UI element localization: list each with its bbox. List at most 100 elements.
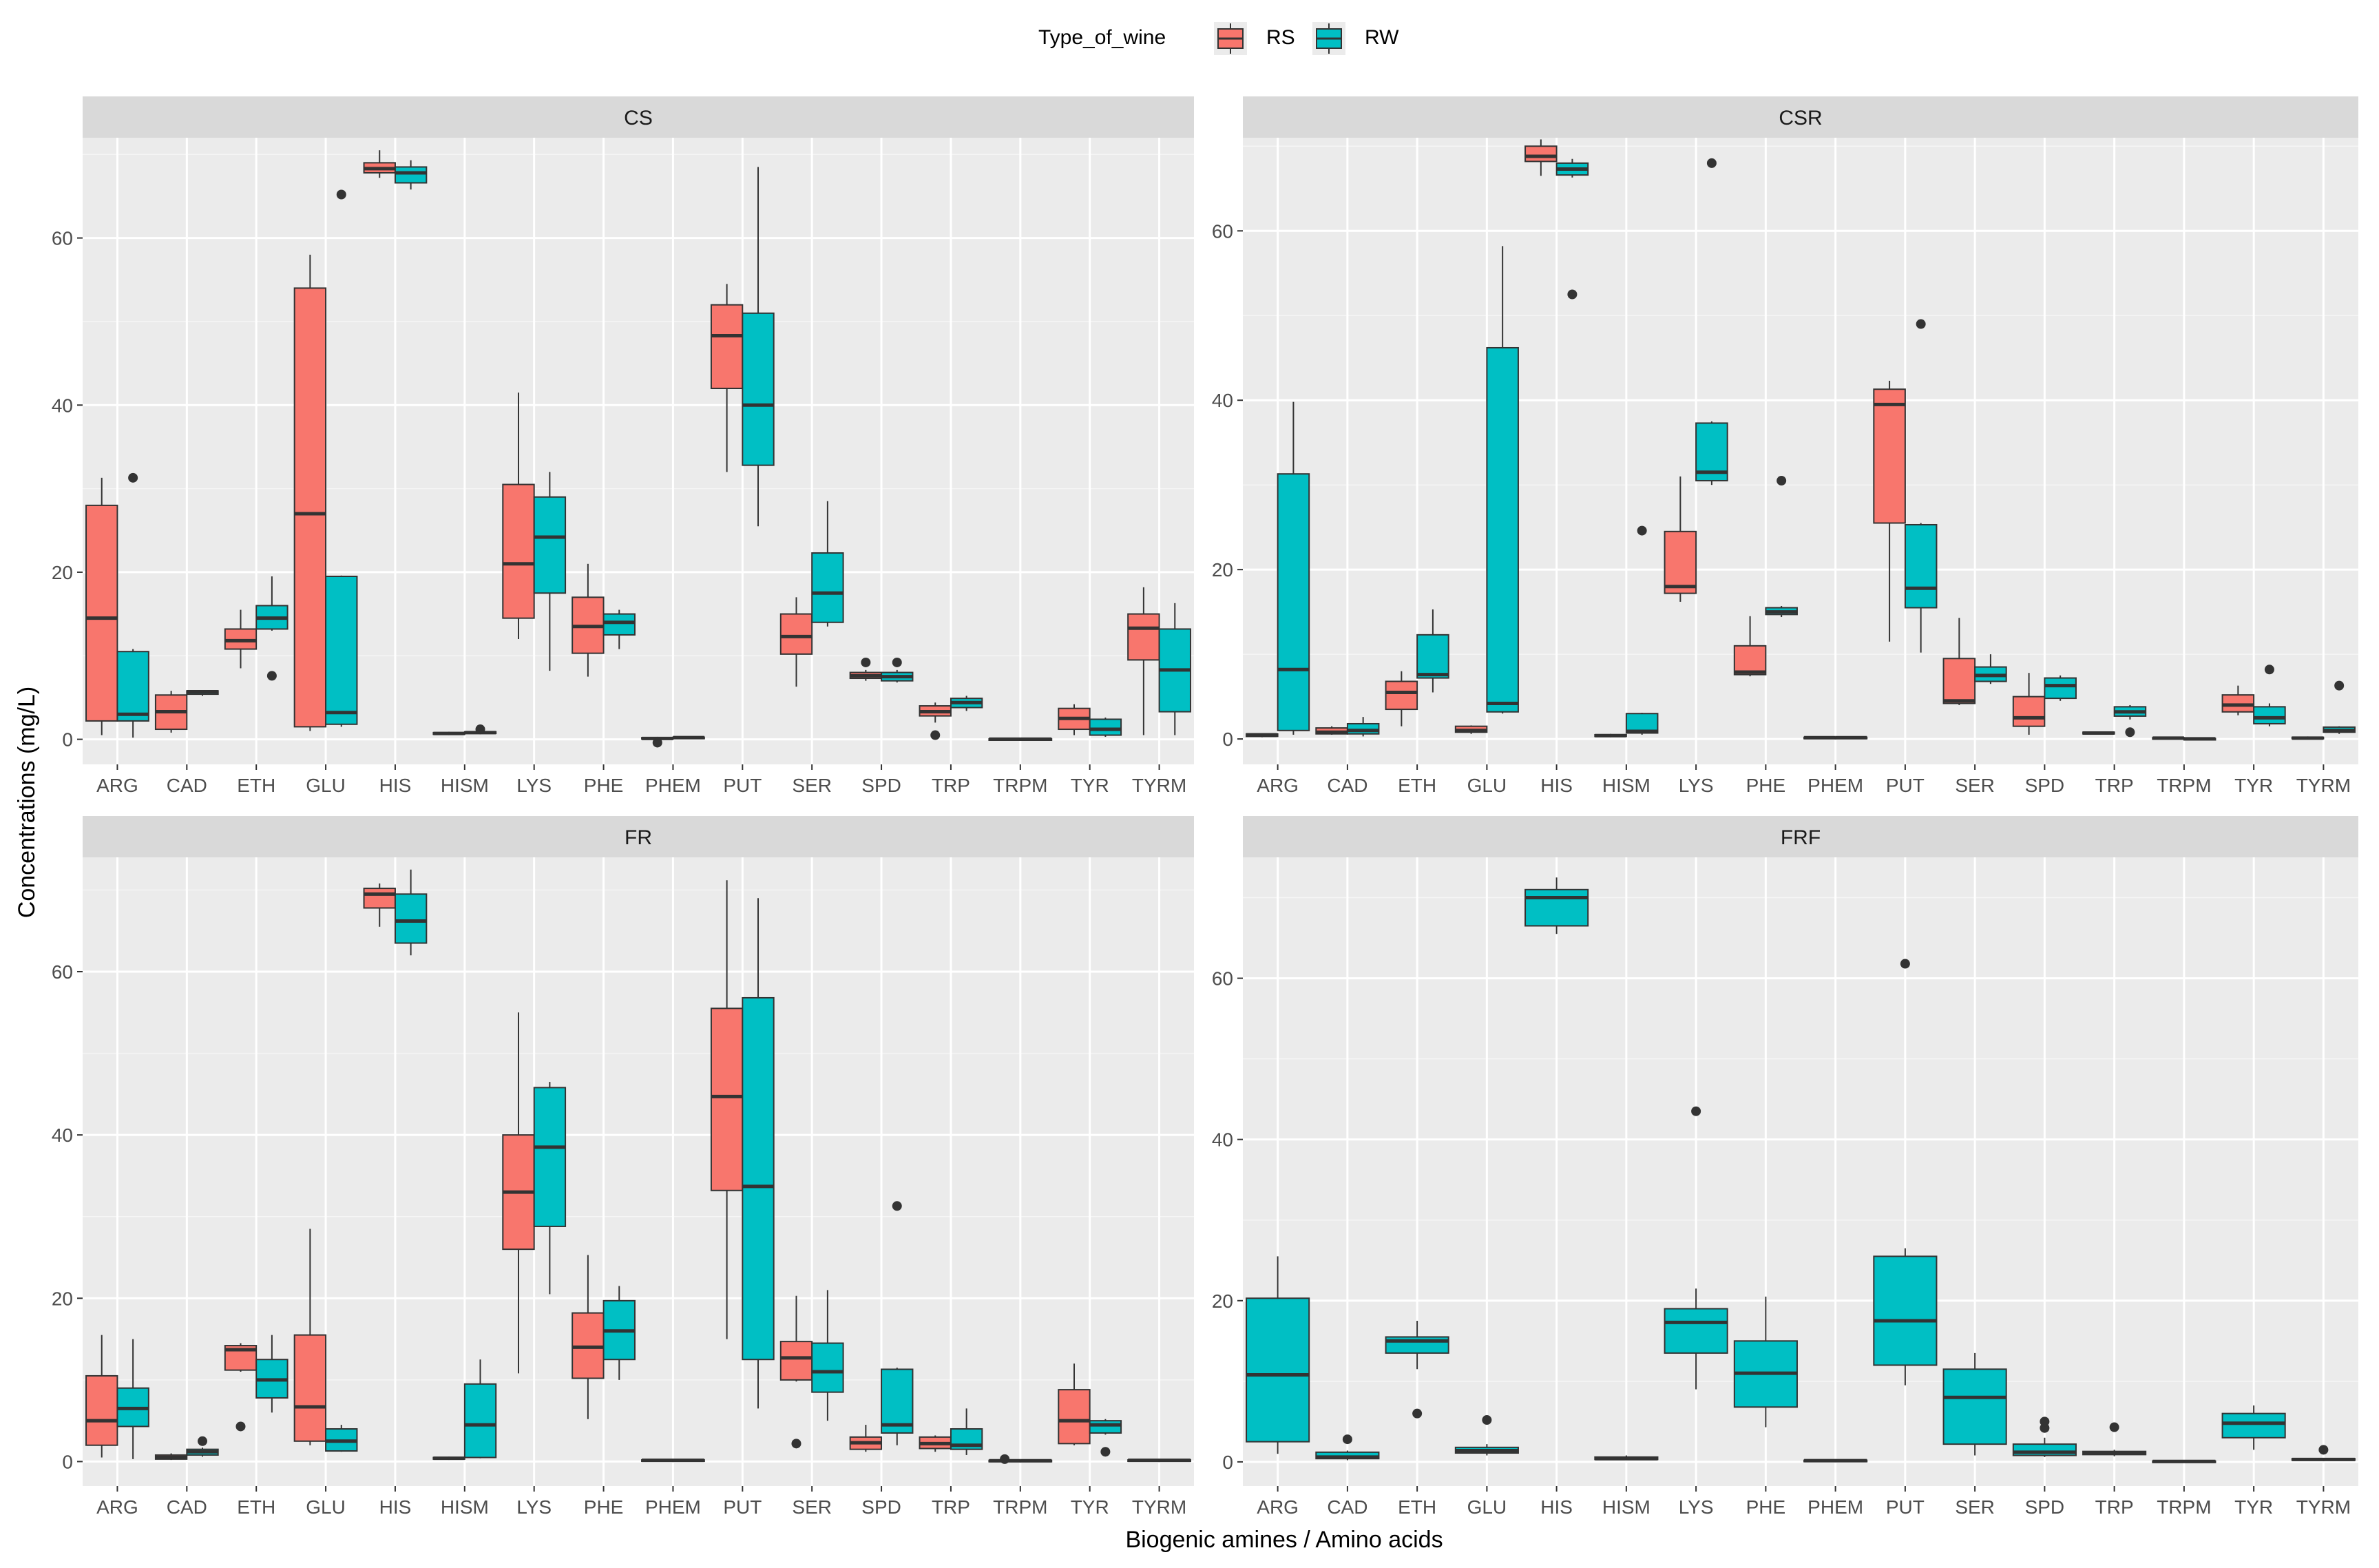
panel-strip-title: FRF xyxy=(1781,826,1821,849)
x-tick-label: TYRM xyxy=(1132,775,1186,796)
box-rs-hism xyxy=(1594,733,1627,738)
box-body xyxy=(1089,1420,1122,1434)
outlier-point xyxy=(1342,1434,1352,1445)
panel-fr: FR 0 20 40 60 ARG CAD ETH GLU HIS HISM LYS PHE PHEM PU… xyxy=(52,816,1194,1518)
x-tick-label: PHE xyxy=(584,1496,624,1518)
box-rs-phem xyxy=(1803,735,1836,740)
series-rw xyxy=(1277,158,2356,741)
box-body xyxy=(1942,1368,2007,1445)
panels: CS 0 20 40 60 ARG CAD ETH GLU HIS HISM LYS PHE PHEM PU… xyxy=(52,96,2358,1518)
box-rw-glu xyxy=(1454,1415,1519,1456)
box-rw-arg xyxy=(1246,1256,1310,1454)
box-rw-phem xyxy=(1834,735,1868,740)
box-rs-trp xyxy=(919,702,952,740)
box-rs-phem xyxy=(641,1459,674,1463)
box-rw-eth xyxy=(255,576,289,681)
box-body xyxy=(1524,888,1589,927)
box-body xyxy=(394,893,428,944)
box-rw-hism xyxy=(463,1359,497,1459)
box-body xyxy=(1058,1389,1091,1445)
box-body xyxy=(1089,718,1122,736)
x-tick-label: LYS xyxy=(1679,1496,1714,1518)
box-rs-phe xyxy=(1733,616,1767,677)
box-rs-ser xyxy=(779,597,813,687)
x-tick-label: ETH xyxy=(1398,1496,1436,1518)
x-tick-label: HISM xyxy=(441,775,489,796)
y-tick-label: 60 xyxy=(1212,220,1233,242)
outlier-point xyxy=(1000,1454,1010,1464)
series-rs xyxy=(85,150,1160,748)
outlier-point xyxy=(930,730,941,740)
x-tick-label: PHE xyxy=(584,775,624,796)
box-rw-hism xyxy=(1625,525,1659,735)
y-tick-label: 0 xyxy=(1222,729,1233,750)
box-body xyxy=(1277,473,1310,731)
x-tick-label: SER xyxy=(792,775,832,796)
outlier-point xyxy=(475,724,485,735)
outlier-point xyxy=(2040,1417,2050,1427)
x-tick-label: TRP xyxy=(2095,1496,2134,1518)
box-body xyxy=(1385,680,1418,711)
box-rw-his xyxy=(1555,158,1589,300)
x-tick-label: TYRM xyxy=(1132,1496,1186,1518)
box-rw-phem xyxy=(672,1459,705,1463)
box-body xyxy=(85,504,118,722)
x-tick-label: TYR xyxy=(1071,775,1109,796)
box-body xyxy=(363,888,396,909)
x-tick-label: SPD xyxy=(2025,775,2065,796)
x-tick-label: ARG xyxy=(96,1496,138,1518)
outlier-point xyxy=(266,671,277,681)
box-rs-spd xyxy=(2012,673,2046,735)
box-rs-glu xyxy=(1454,725,1488,734)
x-tick-label: SER xyxy=(1955,775,1995,796)
outlier-point xyxy=(1482,1415,1492,1425)
x-tick-label: HIS xyxy=(1540,1496,1573,1518)
box-rw-eth xyxy=(255,1335,289,1413)
box-rs-eth xyxy=(224,1343,258,1432)
box-body xyxy=(779,1341,813,1381)
y-tick-label: 60 xyxy=(1212,968,1233,990)
series-rw xyxy=(116,869,1191,1463)
box-rw-glu xyxy=(1486,246,1519,714)
x-tick-label: PHE xyxy=(1746,1496,1786,1518)
x-tick-label: CAD xyxy=(1327,775,1367,796)
x-tick-label: ARG xyxy=(1257,775,1299,796)
x-tick-label: HISM xyxy=(441,1496,489,1518)
box-body xyxy=(1664,1308,1728,1354)
box-rw-cad xyxy=(186,689,219,696)
box-body xyxy=(881,1368,914,1434)
y-tick-label: 20 xyxy=(1212,559,1233,581)
outlier-point xyxy=(892,657,902,667)
box-body xyxy=(2221,1412,2286,1439)
box-rw-put xyxy=(1904,319,1938,653)
x-tick-label: TYR xyxy=(1071,1496,1109,1518)
box-rs-trpm xyxy=(2152,736,2185,740)
box-rs-put xyxy=(1873,380,1906,642)
box-rw-lys xyxy=(1695,158,1728,485)
box-body xyxy=(394,166,428,184)
box-rs-put xyxy=(710,284,744,472)
box-rw-spd xyxy=(881,657,914,683)
box-body xyxy=(1873,1255,1938,1366)
box-body xyxy=(116,651,149,722)
box-rs-tyr xyxy=(1058,1363,1091,1445)
outlier-point xyxy=(892,1201,902,1211)
box-rw-his xyxy=(394,869,428,956)
box-rs-glu xyxy=(293,254,327,731)
box-rw-phem xyxy=(672,735,705,740)
x-tick-label: PUT xyxy=(723,1496,762,1518)
legend-label-rs: RS xyxy=(1266,26,1295,49)
box-rs-ser xyxy=(779,1295,813,1449)
box-rw-put xyxy=(742,167,775,527)
box-rs-tyrm xyxy=(1127,587,1160,735)
series-rw xyxy=(116,160,1191,741)
series-rw xyxy=(1246,877,2356,1463)
x-tick-label: PHEM xyxy=(1807,1496,1863,1518)
outlier-point xyxy=(1916,319,1926,329)
box-body xyxy=(2044,677,2077,700)
box-rw-phe xyxy=(602,609,636,649)
outlier-point xyxy=(861,657,871,667)
outlier-point xyxy=(791,1439,801,1449)
box-body xyxy=(1486,346,1519,713)
box-body xyxy=(85,1374,118,1446)
